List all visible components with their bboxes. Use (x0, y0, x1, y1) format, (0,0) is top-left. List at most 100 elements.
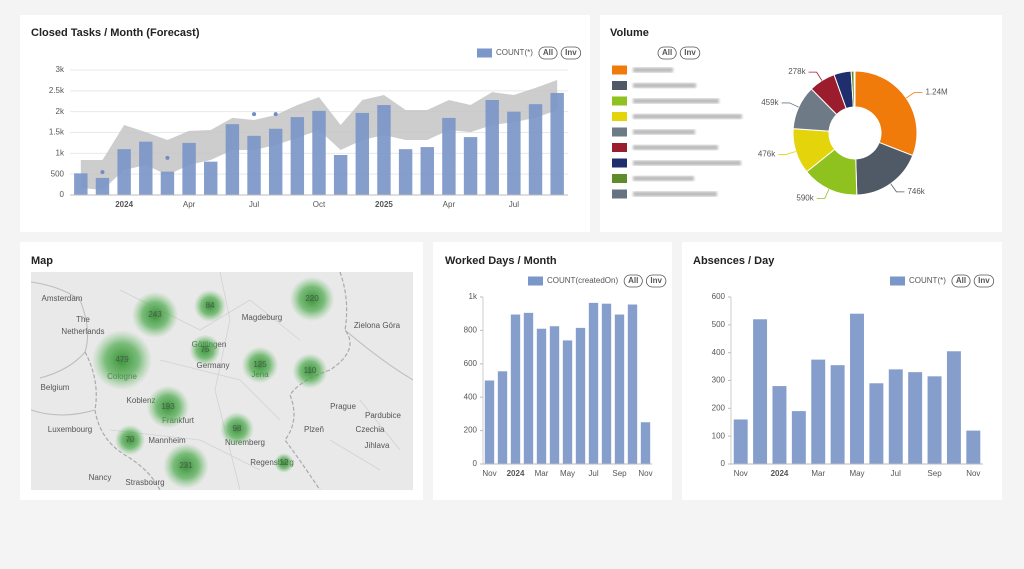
filter-button[interactable]: All (657, 46, 677, 60)
place-label: Plzeň (304, 425, 324, 434)
cluster[interactable] (220, 412, 254, 446)
legend-label-redacted (633, 176, 694, 181)
legend-swatch (612, 81, 627, 90)
bar (312, 110, 326, 195)
filter-button-outline[interactable] (623, 274, 643, 288)
place-label: Amsterdam (42, 294, 83, 303)
chart-title: Closed Tasks / Month (Forecast) (31, 27, 200, 39)
label-leader (808, 71, 823, 81)
filter-button-label[interactable]: Inv (650, 276, 662, 285)
pie-slice (853, 70, 856, 108)
cluster[interactable] (146, 385, 190, 429)
filter-button[interactable]: Inv (973, 274, 995, 288)
bar (225, 124, 240, 195)
bar (290, 117, 305, 195)
cluster[interactable] (163, 443, 209, 489)
bar (523, 312, 534, 464)
x-tick-label: 2025 (375, 200, 393, 209)
y-tick-label: 200 (464, 426, 478, 435)
bar (966, 430, 981, 464)
filter-button[interactable]: All (538, 46, 558, 60)
legend-swatch (612, 127, 627, 137)
place-label: Netherlands (61, 327, 104, 336)
cluster-label: 220 (305, 294, 319, 303)
filter-button-label[interactable]: Inv (684, 48, 696, 57)
bar (442, 117, 456, 195)
place-label: Nancy (89, 473, 112, 482)
border (344, 329, 413, 381)
filter-button-label[interactable]: All (956, 276, 966, 285)
bar (640, 422, 651, 464)
filter-button[interactable]: All (951, 274, 971, 288)
legend-swatch (612, 112, 627, 121)
bar (550, 92, 564, 195)
y-tick-label: 200 (712, 403, 726, 412)
chart-title: Absences / Day (693, 255, 775, 267)
cluster[interactable] (193, 289, 227, 323)
filter-button-outline[interactable] (538, 46, 558, 60)
filter-button[interactable]: Inv (560, 46, 582, 60)
y-tick-label: 1.5k (49, 128, 65, 137)
cluster[interactable] (189, 334, 221, 366)
forecast-point (252, 112, 257, 117)
label-leader (905, 91, 923, 99)
filter-button-outline[interactable] (645, 274, 667, 288)
filter-button-label[interactable]: All (543, 48, 553, 57)
filter-button-outline[interactable] (951, 274, 971, 288)
cluster[interactable] (241, 346, 279, 384)
forecast-point (100, 170, 105, 175)
cluster[interactable] (114, 424, 146, 456)
bar (733, 419, 748, 464)
bar (562, 340, 573, 464)
x-tick-label: Jul (891, 469, 901, 478)
filter-button-outline[interactable] (679, 46, 701, 60)
filter-button-label[interactable]: All (662, 48, 672, 57)
bar (355, 112, 370, 195)
cluster-label: 98 (233, 424, 242, 433)
legend-label-redacted (633, 98, 719, 104)
legend-swatch (612, 96, 627, 106)
filter-button[interactable]: Inv (679, 46, 701, 60)
place-label: Koblenz (127, 396, 156, 405)
filter-button-outline[interactable] (973, 274, 995, 288)
x-tick-label: Nov (482, 469, 496, 478)
legend-swatch (612, 65, 627, 75)
y-tick-label: 300 (712, 376, 726, 385)
bar (588, 302, 599, 464)
legend-swatch (528, 276, 543, 286)
bar (549, 326, 560, 464)
x-tick-label: Nov (734, 469, 748, 478)
y-tick-label: 0 (60, 190, 65, 199)
legend-label-redacted (633, 114, 742, 119)
y-tick-label: 1k (469, 292, 478, 301)
filter-button[interactable]: All (623, 274, 643, 288)
x-tick-label: Apr (443, 200, 456, 209)
cluster-label: 243 (148, 310, 162, 319)
filter-button-label[interactable]: All (628, 276, 638, 285)
bar (772, 386, 787, 464)
y-tick-label: 100 (712, 431, 726, 440)
x-tick-label: Jul (588, 469, 598, 478)
bar (791, 411, 806, 464)
y-tick-label: 400 (712, 348, 726, 357)
bar (753, 319, 768, 464)
border (31, 409, 96, 416)
filter-button-label[interactable]: Inv (978, 276, 990, 285)
cluster[interactable] (274, 453, 294, 473)
legend-label-redacted (633, 191, 717, 197)
cluster[interactable] (289, 276, 335, 322)
y-tick-label: 1k (56, 148, 65, 157)
cluster[interactable] (131, 291, 179, 339)
bar (74, 173, 88, 195)
filter-button-outline[interactable] (657, 46, 677, 60)
filter-button[interactable]: Inv (645, 274, 667, 288)
forecast-point (165, 155, 170, 160)
cluster[interactable] (91, 329, 153, 391)
cluster[interactable] (292, 353, 328, 389)
x-tick-label: May (560, 469, 575, 478)
filter-button-label[interactable]: Inv (565, 48, 577, 57)
filter-button-outline[interactable] (560, 46, 582, 60)
place-label: Zielona Góra (354, 321, 401, 330)
bar (830, 365, 845, 464)
y-tick-label: 2k (56, 107, 65, 116)
